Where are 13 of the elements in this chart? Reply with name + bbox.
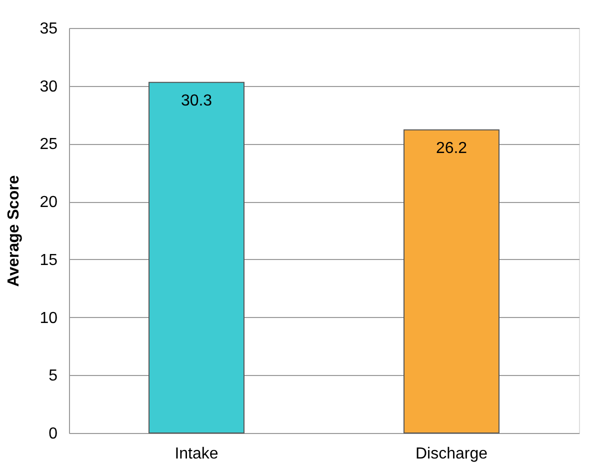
y-tick-label: 0	[48, 426, 58, 442]
y-tick-label: 30	[40, 78, 58, 96]
y-tick-label: 20	[40, 194, 58, 212]
x-tick-label: Intake	[174, 446, 218, 462]
y-tick-label: 5	[48, 368, 58, 385]
y-tick-label: 10	[40, 310, 58, 327]
y-tick-label: 25	[40, 136, 58, 154]
x-tick-label: Discharge	[415, 446, 488, 462]
y-tick-label: 15	[40, 252, 58, 269]
y-tick-label: 35	[40, 20, 58, 38]
data-label: 30.3	[180, 92, 212, 110]
y-axis-title: Average Score	[6, 175, 23, 287]
data-label: 26.2	[436, 140, 468, 157]
